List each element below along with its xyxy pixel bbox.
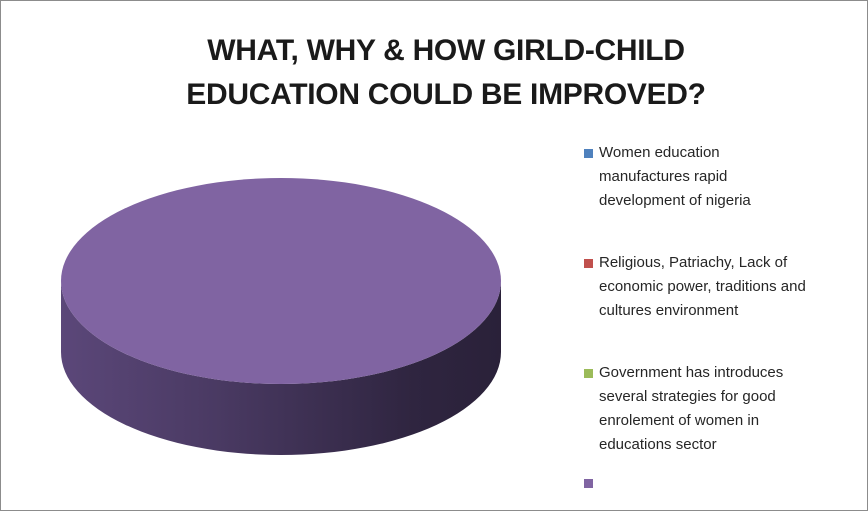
- legend-label-2: Religious, Patriachy, Lack of economic p…: [599, 254, 806, 319]
- chart-title-line-1: WHAT, WHY & HOW GIRLD-CHILD: [207, 34, 685, 67]
- legend-label-3: Government has introduces several strate…: [599, 364, 784, 453]
- pie-slice-side-4: [61, 281, 501, 455]
- pie-slice-4: [61, 178, 501, 384]
- chart-title-line-2: EDUCATION COULD BE IMPROVED?: [186, 78, 706, 111]
- legend-swatch-2: [584, 259, 593, 268]
- legend-swatch-3: [584, 369, 593, 378]
- legend-swatch-4: [584, 479, 593, 488]
- chart-title: WHAT, WHY & HOW GIRLD-CHILD EDUCATION CO…: [81, 29, 811, 117]
- legend-label-1: Women education manufactures rapid devel…: [599, 144, 751, 209]
- legend-swatch-1: [584, 149, 593, 158]
